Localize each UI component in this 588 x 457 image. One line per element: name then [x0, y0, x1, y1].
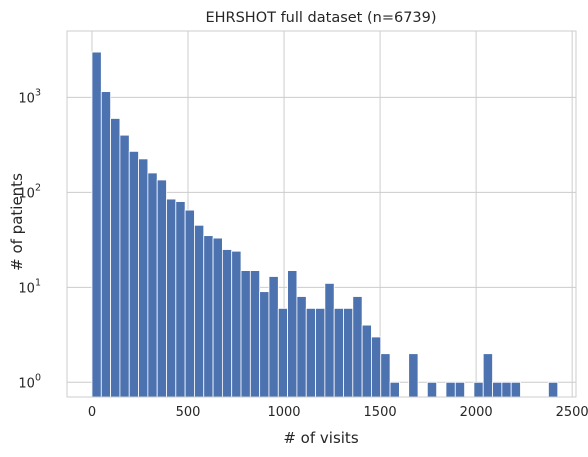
histogram-bar [231, 250, 242, 398]
y-tick-label: 101 [18, 277, 41, 296]
histogram-bar [259, 291, 270, 398]
histogram-bar [119, 134, 130, 398]
histogram-bar [371, 336, 382, 398]
y-tick-labels: 100 101 102 103 [18, 87, 41, 391]
y-tick-label: 102 [18, 182, 41, 201]
histogram-bar [128, 150, 139, 398]
histogram-bar [305, 307, 316, 398]
histogram-bar [100, 91, 112, 398]
x-axis-label: # of visits [283, 429, 358, 447]
y-tick-label: 100 [18, 372, 41, 391]
x-tick-label: 1500 [364, 405, 397, 420]
x-tick-label: 500 [176, 405, 201, 420]
histogram-bar [454, 381, 465, 398]
histogram-bar [510, 381, 521, 398]
histogram-bar [138, 158, 149, 398]
histogram-bar [277, 307, 288, 398]
histogram-bar [333, 307, 344, 398]
x-tick-labels: 0 500 1000 1500 2000 2500 [88, 405, 588, 420]
histogram-bar [501, 381, 512, 398]
histogram-bar [343, 307, 354, 398]
histogram-bar [492, 381, 503, 398]
y-axis-label: # of patients [8, 173, 26, 271]
histogram-bar [91, 51, 102, 398]
x-tick-label: 1000 [267, 405, 300, 420]
histogram-bar [426, 381, 438, 398]
histogram-bar [147, 172, 158, 398]
histogram-bar [110, 118, 121, 398]
histogram-bar [408, 353, 419, 398]
plot-frame [66, 30, 577, 398]
histogram-bar [184, 209, 195, 398]
histogram-bar [166, 198, 177, 398]
histogram-bar [221, 249, 233, 398]
histogram-bar [445, 381, 456, 398]
histogram-bar [352, 296, 363, 398]
histogram-bar [315, 307, 326, 398]
x-tick-label: 2000 [460, 405, 493, 420]
histogram-bar [380, 353, 391, 398]
histogram-bar [361, 324, 372, 398]
histogram-bar [212, 237, 223, 398]
histogram-bar [175, 201, 186, 398]
histogram-bar [268, 276, 279, 398]
histogram-bar [240, 270, 251, 398]
histogram-bar [482, 353, 493, 398]
chart-title: EHRSHOT full dataset (n=6739) [205, 10, 436, 26]
histogram-bar [203, 235, 214, 398]
x-tick-label: 0 [88, 405, 96, 420]
histogram-bar [389, 381, 400, 398]
histogram-bar [296, 296, 307, 398]
histogram-bar [473, 381, 484, 398]
histogram-bar [249, 270, 261, 398]
histogram-bar [548, 381, 559, 398]
y-tick-label: 103 [18, 87, 41, 106]
histogram-bar [287, 270, 298, 398]
x-tick-label: 2500 [556, 405, 588, 420]
histogram-bar [156, 179, 167, 398]
histogram-bar [324, 282, 335, 398]
histogram-bar [194, 224, 205, 398]
